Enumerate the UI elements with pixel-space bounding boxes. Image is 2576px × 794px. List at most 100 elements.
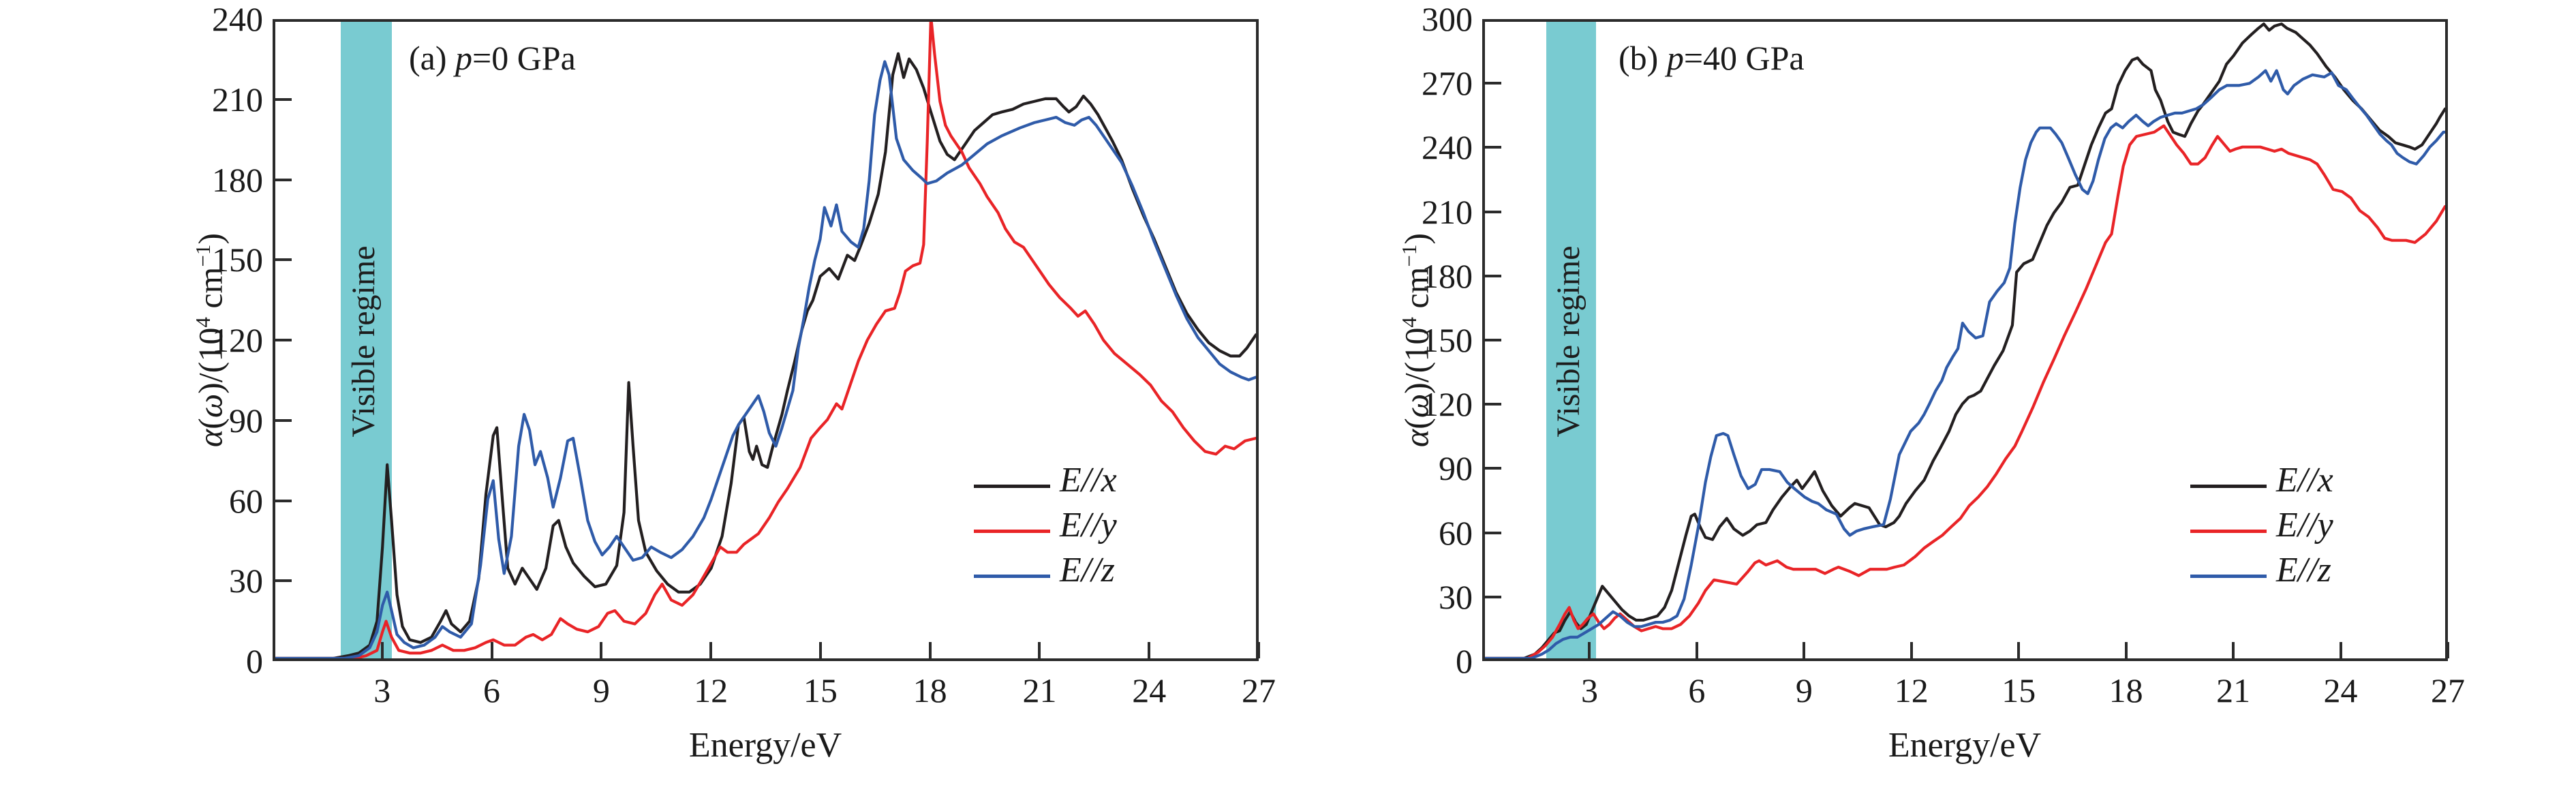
legend-label: E//y [1060, 506, 1117, 545]
y-tick-label: 0 [246, 642, 263, 680]
visible-regime-band [1546, 22, 1596, 658]
x-tick-mark [1803, 642, 1806, 658]
legend-item-E-z: E//z [2190, 549, 2331, 592]
legend-line-swatch [2190, 529, 2267, 533]
x-tick-mark [818, 642, 822, 658]
y-tick-label: 90 [229, 401, 263, 440]
x-tick-label: 21 [2216, 671, 2251, 709]
x-tick-mark [1588, 642, 1591, 658]
text-run: =40 GPa [1683, 39, 1805, 77]
y-tick-label: 150 [212, 241, 263, 279]
y-tick-label: 60 [1439, 513, 1473, 552]
x-axis-title-panel-a: Energy/eV [688, 726, 842, 765]
x-tick-mark [380, 642, 384, 658]
y-tick-mark [275, 258, 292, 262]
x-tick-label: 24 [2323, 671, 2358, 709]
y-tick-label: 180 [1422, 256, 1473, 295]
legend-item-E-x: E//x [974, 459, 1117, 502]
y-tick-label: 240 [1422, 128, 1473, 167]
spectra-curves-panel-b [1485, 22, 2445, 658]
x-tick-label: 18 [2109, 671, 2143, 709]
x-tick-label: 15 [803, 671, 838, 709]
y-tick-label: 180 [212, 160, 263, 199]
y-tick-label: 30 [229, 562, 263, 600]
text-run: p [455, 39, 472, 77]
y-tick-mark [1485, 210, 1501, 213]
curve-E-x [1485, 24, 2445, 658]
legend-line-swatch [974, 484, 1050, 488]
panel-a-title: (a) p=0 GPa [409, 38, 576, 78]
x-tick-mark [2339, 642, 2342, 658]
x-tick-mark [1695, 642, 1698, 658]
visible-regime-label: Visible regime [1550, 245, 1586, 438]
y-tick-label: 210 [1422, 192, 1473, 231]
y-tick-mark [1485, 339, 1501, 341]
y-tick-mark [275, 178, 292, 181]
y-tick-mark [1485, 403, 1501, 406]
plot-area-panel-a [273, 19, 1259, 661]
y-tick-mark [1485, 467, 1501, 470]
curve-E-y [275, 22, 1256, 658]
x-tick-label: 27 [1242, 671, 1276, 709]
x-tick-label: 3 [1580, 671, 1598, 709]
y-tick-label: 60 [229, 481, 263, 520]
y-tick-label: 300 [1422, 0, 1473, 38]
x-tick-label: 9 [592, 671, 610, 709]
y-tick-mark [275, 579, 292, 583]
y-tick-mark [275, 339, 292, 341]
x-tick-label: 3 [373, 671, 391, 709]
x-tick-label: 21 [1022, 671, 1057, 709]
plot-area-panel-b [1482, 19, 2448, 661]
legend-label: E//y [2276, 506, 2333, 545]
x-tick-mark [2124, 642, 2128, 658]
x-axis-title-panel-b: Energy/eV [1888, 726, 2042, 765]
legend-line-swatch [974, 574, 1050, 578]
x-tick-mark [709, 642, 713, 658]
legend-line-swatch [974, 529, 1050, 533]
y-tick-label: 150 [1422, 321, 1473, 359]
curve-E-z [275, 61, 1256, 658]
x-tick-mark [2017, 642, 2021, 658]
visible-regime-label: Visible regime [346, 245, 382, 438]
x-tick-label: 9 [1795, 671, 1813, 709]
x-tick-mark [928, 642, 932, 658]
x-tick-label: 12 [1894, 671, 1929, 709]
y-tick-label: 0 [1456, 642, 1473, 680]
y-tick-label: 120 [1422, 385, 1473, 424]
y-tick-label: 240 [212, 0, 263, 38]
y-tick-mark [1485, 595, 1501, 598]
x-tick-label: 24 [1132, 671, 1167, 709]
x-tick-mark [1910, 642, 1913, 658]
x-tick-label: 6 [1688, 671, 1706, 709]
y-tick-mark [275, 418, 292, 422]
x-tick-mark [490, 642, 493, 658]
panel-b-title: (b) p=40 GPa [1619, 38, 1805, 78]
legend-line-swatch [2190, 574, 2267, 578]
text-run: =0 GPa [472, 39, 576, 77]
x-tick-label: 6 [483, 671, 501, 709]
y-tick-label: 90 [1439, 449, 1473, 488]
y-tick-mark [1485, 82, 1501, 85]
text-run: ) [1397, 232, 1436, 245]
x-tick-mark [2232, 642, 2235, 658]
y-tick-mark [1485, 531, 1501, 534]
x-tick-mark [1257, 642, 1260, 658]
text-run: (a) [409, 39, 455, 77]
y-tick-mark [275, 499, 292, 502]
y-tick-mark [1485, 274, 1501, 277]
x-tick-label: 12 [694, 671, 729, 709]
text-run: α [1397, 429, 1436, 448]
legend-item-E-y: E//y [974, 504, 1117, 547]
x-tick-label: 27 [2431, 671, 2465, 709]
legend-label: E//x [2276, 461, 2333, 500]
legend-item-E-x: E//x [2190, 459, 2333, 502]
legend-item-E-z: E//z [974, 549, 1115, 592]
x-tick-label: 18 [913, 671, 947, 709]
y-tick-label: 30 [1439, 577, 1473, 616]
x-tick-mark [2447, 642, 2449, 658]
legend-line-swatch [2190, 484, 2267, 488]
legend-item-E-y: E//y [2190, 504, 2333, 547]
y-tick-label: 120 [212, 321, 263, 359]
text-run: p [1666, 39, 1684, 77]
